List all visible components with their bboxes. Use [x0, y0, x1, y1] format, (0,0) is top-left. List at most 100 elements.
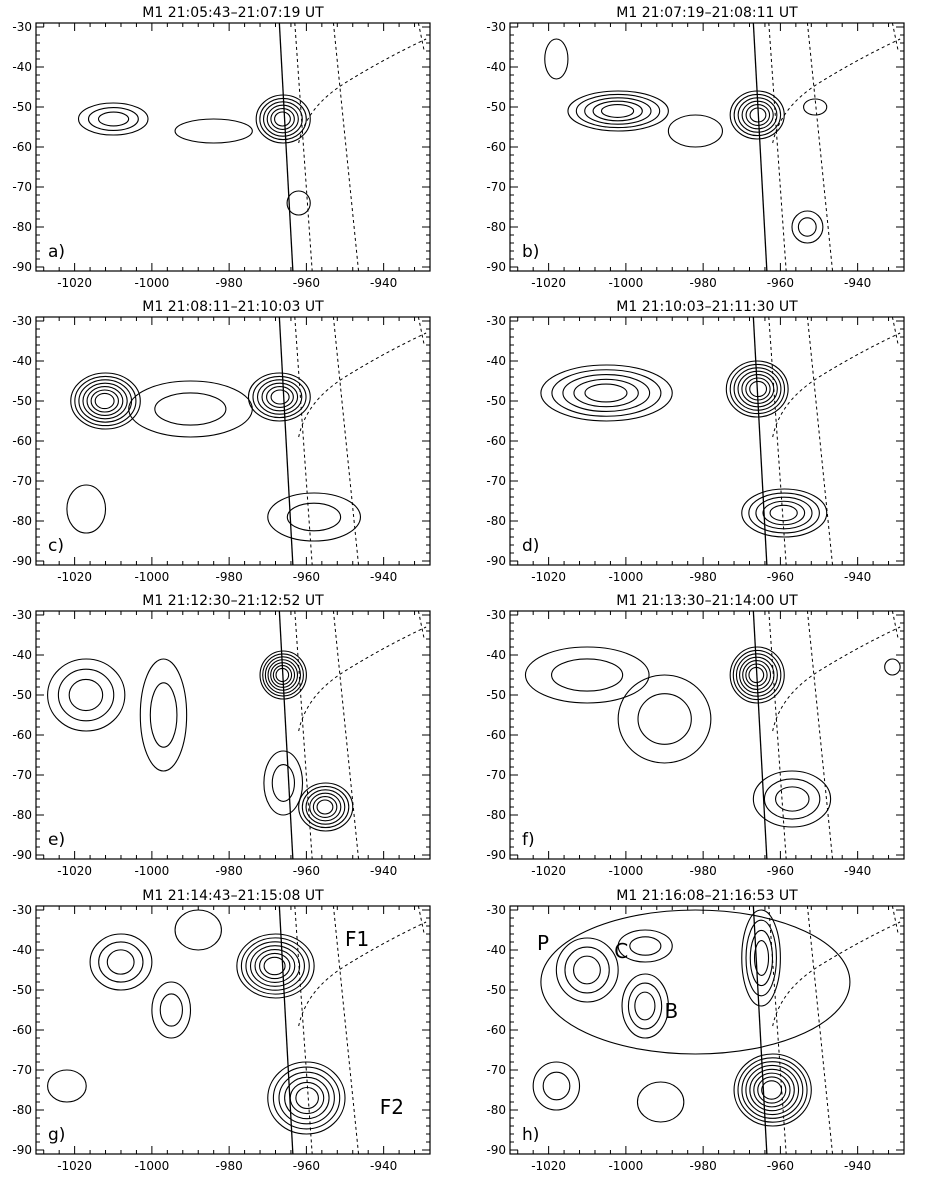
- y-tick-label: -30: [486, 314, 506, 328]
- contour-level: [745, 919, 777, 997]
- y-tick-label: -30: [486, 20, 506, 34]
- contour-level: [621, 973, 669, 1039]
- contour-level: [617, 929, 673, 963]
- dashed-line: [417, 611, 425, 640]
- y-tick-label: -40: [486, 354, 506, 368]
- contour-level: [584, 97, 652, 125]
- contour-level: [271, 764, 296, 802]
- contour-level: [575, 93, 661, 129]
- contour-level: [236, 933, 315, 999]
- contour-level: [259, 952, 291, 980]
- contour-level: [540, 364, 673, 422]
- dashed-line: [891, 611, 899, 640]
- panel-label: g): [48, 1125, 65, 1145]
- y-tick-label: -50: [486, 394, 506, 408]
- contour-level: [733, 367, 782, 411]
- plot-area: [47, 906, 427, 1154]
- y-tick-label: -30: [12, 608, 32, 622]
- dashed-line: [806, 611, 834, 859]
- contour-level: [592, 100, 643, 122]
- contour-source: [741, 909, 781, 1007]
- contour-level: [737, 1057, 808, 1123]
- x-tick-label: -960: [293, 276, 320, 290]
- contour-level: [87, 106, 139, 132]
- source-annotation: F1: [345, 927, 369, 951]
- y-tick-label: -50: [12, 688, 32, 702]
- contour-level: [741, 909, 781, 1007]
- contour-source: [617, 929, 673, 963]
- contour-level: [66, 484, 107, 534]
- plot-area: [544, 23, 901, 271]
- contour-level: [70, 372, 141, 430]
- plot-area: [66, 317, 427, 565]
- x-tick-label: -940: [370, 276, 397, 290]
- contour-level: [89, 933, 153, 991]
- contour-source: [174, 909, 222, 951]
- contour-source: [741, 488, 828, 538]
- dashed-line: [332, 317, 360, 565]
- y-tick-label: -30: [12, 903, 32, 917]
- contour-level: [627, 982, 663, 1030]
- y-tick-label: -80: [12, 514, 32, 528]
- contour-level: [551, 369, 662, 417]
- y-tick-label: -70: [486, 474, 506, 488]
- contour-level: [301, 785, 350, 829]
- contour-level: [667, 114, 724, 148]
- y-tick-label: -80: [486, 1103, 506, 1117]
- x-tick-label: -960: [767, 276, 794, 290]
- y-tick-label: -50: [12, 983, 32, 997]
- contour-source: [267, 492, 362, 542]
- y-tick-label: -40: [12, 943, 32, 957]
- contour-level: [47, 1069, 87, 1103]
- contour-level: [757, 1076, 787, 1104]
- x-tick-label: -1020: [57, 570, 92, 584]
- x-tick-label: -960: [767, 570, 794, 584]
- contour-source: [540, 364, 673, 422]
- x-tick-label: -980: [216, 570, 243, 584]
- y-tick-label: -30: [12, 314, 32, 328]
- plot-area: [524, 611, 901, 859]
- contour-level: [90, 389, 119, 413]
- panel-title: M1 21:07:19–21:08:11 UT: [616, 5, 798, 21]
- x-tick-label: -980: [690, 570, 717, 584]
- source-annotation: P: [537, 931, 549, 955]
- dashed-line: [332, 23, 360, 271]
- panel-title: M1 21:13:30–21:14:00 UT: [616, 593, 798, 609]
- axes-frame: [509, 905, 905, 1155]
- contour-level: [564, 946, 610, 994]
- contour-level: [753, 1072, 791, 1108]
- y-tick-label: -40: [486, 648, 506, 662]
- contour-level: [797, 217, 817, 237]
- x-tick-label: -1020: [57, 276, 92, 290]
- contour-level: [274, 111, 291, 127]
- contour-source: [884, 658, 901, 676]
- contour-level: [803, 98, 828, 116]
- contour-source: [139, 658, 188, 772]
- contour-level: [745, 1064, 800, 1116]
- contour-source: [267, 1061, 346, 1135]
- contour-level: [128, 380, 253, 438]
- contour-source: [47, 1069, 87, 1103]
- y-tick-label: -70: [486, 180, 506, 194]
- contour-source: [733, 1053, 812, 1127]
- x-tick-label: -1020: [531, 1159, 566, 1173]
- contour-source: [540, 909, 851, 1055]
- y-tick-label: -70: [12, 474, 32, 488]
- y-tick-label: -90: [12, 1143, 32, 1157]
- contour-level: [151, 981, 192, 1039]
- y-tick-label: -80: [486, 808, 506, 822]
- x-tick-label: -1000: [608, 1159, 643, 1173]
- dashed-curve: [772, 38, 901, 144]
- contour-level: [266, 386, 294, 408]
- contour-level: [262, 101, 303, 137]
- y-tick-label: -50: [12, 394, 32, 408]
- x-tick-label: -960: [293, 864, 320, 878]
- contour-level: [316, 799, 334, 815]
- solar-limb-line: [752, 906, 768, 1154]
- x-tick-label: -980: [690, 276, 717, 290]
- y-tick-label: -40: [12, 354, 32, 368]
- x-tick-label: -940: [370, 1159, 397, 1173]
- y-tick-label: -50: [486, 100, 506, 114]
- x-tick-label: -1000: [608, 864, 643, 878]
- y-tick-label: -40: [486, 60, 506, 74]
